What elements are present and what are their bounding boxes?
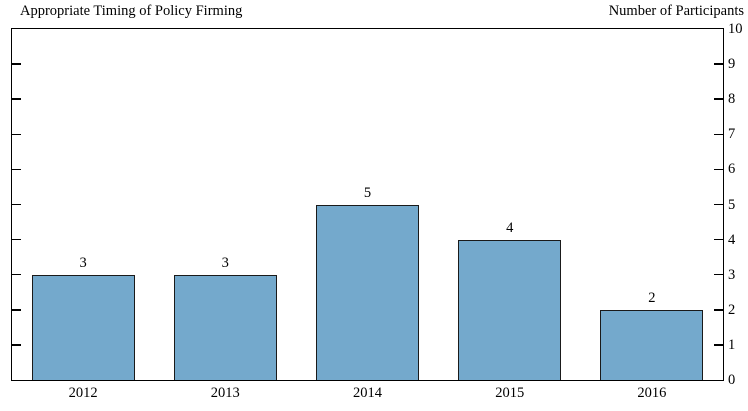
left-tick-4 [12,238,21,241]
left-tick-6 [12,168,21,171]
chart-title: Appropriate Timing of Policy Firming [20,3,243,19]
plot-area: 3 3 5 4 2 [11,28,724,381]
ytick-label-3: 3 [728,266,736,283]
right-tick-3 [714,273,723,276]
bar-value-label-2016: 2 [648,290,656,307]
bar-value-label-2013: 3 [221,255,229,272]
x-label-2013: 2013 [210,385,240,401]
right-tick-8 [714,98,723,100]
ytick-label-5: 5 [728,196,736,213]
right-axis-title: Number of Participants [608,3,744,19]
bar-value-label-2015: 4 [506,220,514,237]
x-label-2014: 2014 [352,385,382,401]
ytick-label-4: 4 [728,231,736,248]
x-label-2012: 2012 [68,385,98,401]
x-label-2016: 2016 [637,385,667,401]
ytick-label-0: 0 [728,372,736,388]
left-tick-8 [12,98,21,100]
ytick-label-8: 8 [728,91,736,108]
bar-value-label-2012: 3 [79,255,87,272]
ytick-label-6: 6 [728,161,736,178]
right-tick-5 [714,203,723,206]
bar-2013 [173,274,277,380]
right-tick-1 [714,344,723,346]
bar-2016 [600,309,704,380]
right-tick-2 [714,309,723,311]
right-tick-7 [714,133,723,136]
ytick-label-1: 1 [728,336,736,353]
x-label-2015: 2015 [495,385,525,401]
bar-2012 [31,274,135,380]
right-tick-4 [714,238,723,241]
ytick-label-10: 10 [728,21,743,37]
right-tick-9 [714,63,723,65]
right-tick-6 [714,168,723,171]
left-tick-1 [12,344,21,346]
left-tick-9 [12,63,21,65]
bar-2015 [458,239,562,380]
ytick-label-9: 9 [728,56,736,73]
left-tick-2 [12,309,21,311]
ytick-label-2: 2 [728,301,736,318]
bar-value-label-2014: 5 [363,185,372,201]
left-tick-3 [12,273,21,276]
bar-2014 [316,204,419,380]
left-tick-5 [12,203,21,206]
left-tick-7 [12,133,21,136]
ytick-label-7: 7 [728,126,736,143]
